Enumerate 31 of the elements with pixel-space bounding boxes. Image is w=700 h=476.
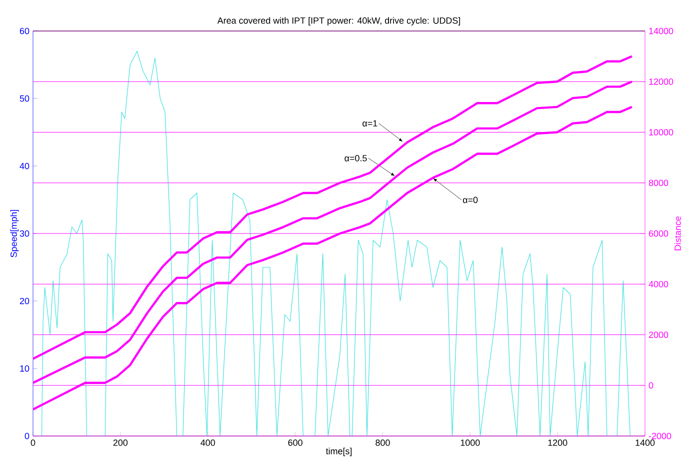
- x-tick-label: 400: [200, 440, 215, 446]
- annotation: α=0.5: [344, 154, 367, 162]
- x-tick-label: 1200: [548, 440, 568, 446]
- x-tick-label: 800: [376, 440, 390, 446]
- y2-tick-label: 14000: [649, 28, 674, 34]
- y2-tick-label: 4000: [648, 280, 668, 288]
- chart-title: Area covered with IPT [IPT power: 40kW, drive cycle: UDDS]: [217, 17, 460, 26]
- y-tick-label: 20: [20, 298, 30, 304]
- x-tick-label: 0: [30, 440, 36, 446]
- y2-tick-label: 12000: [649, 78, 674, 85]
- y-tick-label: 0: [24, 432, 30, 440]
- y-tick-label: 30: [20, 230, 30, 237]
- annotation: α=1: [362, 120, 378, 126]
- y-tick-label: 50: [20, 95, 30, 102]
- x-tick-label: 1000: [460, 440, 480, 446]
- x-tick-label: 600: [288, 440, 302, 446]
- y2-tick-label: 8000: [648, 180, 668, 186]
- x-axis-title: time[s]: [326, 448, 352, 456]
- y2-tick-label: -2000: [648, 432, 672, 440]
- y2-tick-label: 10000: [649, 129, 674, 136]
- y2-tick-label: 0: [648, 382, 654, 389]
- y-axis-title: Speed[mph]: [10, 210, 19, 258]
- annotation: α=0: [462, 196, 478, 204]
- y-tick-label: 40: [20, 162, 30, 170]
- y2-tick-label: 2000: [648, 332, 668, 338]
- y2-tick-label: 6000: [648, 230, 668, 237]
- y-tick-label: 60: [20, 28, 30, 34]
- x-tick-label: 1400: [636, 440, 655, 446]
- y-tick-label: 10: [20, 365, 30, 372]
- x-tick-label: 200: [113, 440, 128, 446]
- y2-axis-title: Distance: [674, 216, 681, 250]
